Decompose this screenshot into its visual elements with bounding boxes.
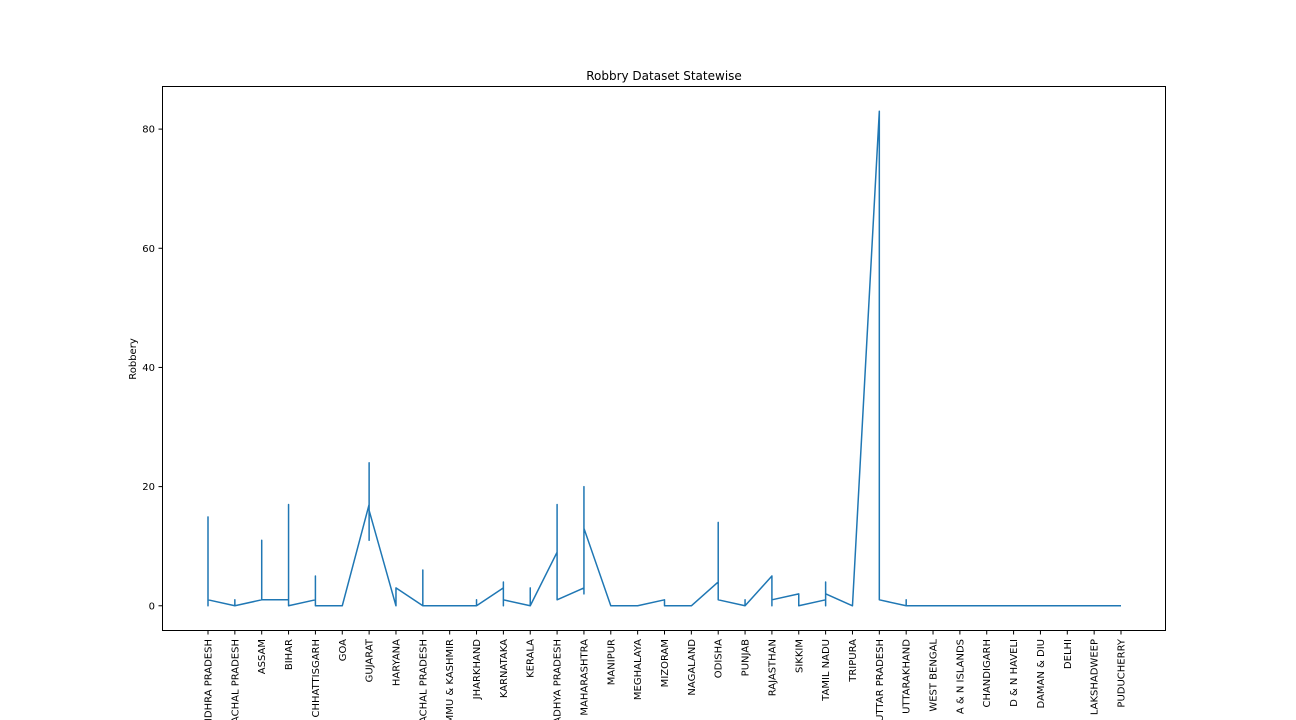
x-tick-label: MANIPUR [606, 639, 617, 685]
x-tick-label: LAKSHADWEEP [1090, 639, 1101, 715]
x-tick-label: ARUNACHAL PRADESH [230, 639, 241, 720]
x-tick-label: ANDHRA PRADESH [204, 639, 215, 720]
y-tick-label: 60 [142, 244, 155, 255]
x-tick-label: D & N HAVELI [1009, 639, 1020, 707]
x-tick-label: KERALA [526, 639, 537, 678]
x-axis: ANDHRA PRADESH ARUNACHAL PRADESH ASSAM BIHA… [204, 630, 1128, 720]
x-tick-label: GOA [338, 639, 349, 661]
y-tick-label: 80 [142, 125, 155, 136]
y-axis: 0 20 40 60 80 [142, 125, 163, 612]
x-tick-label: PUNJAB [741, 639, 752, 676]
x-tick-label: CHANDIGARH [982, 639, 993, 708]
x-tick-label: TAMIL NADU [821, 639, 832, 702]
x-tick-label: MEGHALAYA [633, 639, 644, 700]
x-tick-label: JHARKHAND [472, 639, 483, 701]
x-tick-label: HARYANA [391, 639, 402, 686]
x-tick-label: DAMAN & DIU [1036, 639, 1047, 708]
x-tick-label: PUDUCHERRY [1117, 638, 1128, 707]
x-tick-label: ODISHA [714, 639, 725, 678]
x-tick-label: CHHATTISGARH [311, 639, 322, 717]
x-tick-label: A & N ISLANDS [955, 639, 966, 714]
series-line [207, 110, 1121, 607]
y-tick-label: 0 [149, 601, 155, 612]
x-tick-label: BIHAR [284, 639, 295, 670]
series-group [207, 110, 1121, 607]
x-tick-label: HIMACHAL PRADESH [418, 639, 429, 720]
x-tick-label: RAJASTHAN [767, 639, 778, 696]
x-tick-label: UTTAR PRADESH [875, 639, 886, 720]
x-tick-label: ASSAM [257, 639, 268, 674]
y-tick-label: 20 [142, 482, 155, 493]
x-tick-label: KARNATAKA [499, 639, 510, 698]
axes-frame [162, 86, 1166, 631]
y-tick-label: 40 [142, 363, 155, 374]
x-tick-label: WEST BENGAL [929, 639, 940, 712]
y-axis-label: Robbery [128, 338, 139, 380]
x-tick-label: DELHI [1063, 639, 1074, 669]
x-tick-label: GUJARAT [365, 638, 376, 682]
plot-area [162, 86, 1166, 631]
x-tick-label: UTTARAKHAND [902, 639, 913, 714]
x-tick-label: MAHARASHTRA [579, 639, 590, 716]
x-tick-label: MADHYA PRADESH [553, 639, 564, 720]
x-tick-label: MIZORAM [660, 639, 671, 687]
x-tick-label: TRIPURA [848, 639, 859, 683]
x-tick-label: NAGALAND [687, 639, 698, 696]
x-tick-label: JAMMU & KASHMIR [445, 639, 456, 720]
x-tick-label: SIKKIM [794, 639, 805, 673]
chart-title: Robbry Dataset Statewise [586, 69, 742, 83]
